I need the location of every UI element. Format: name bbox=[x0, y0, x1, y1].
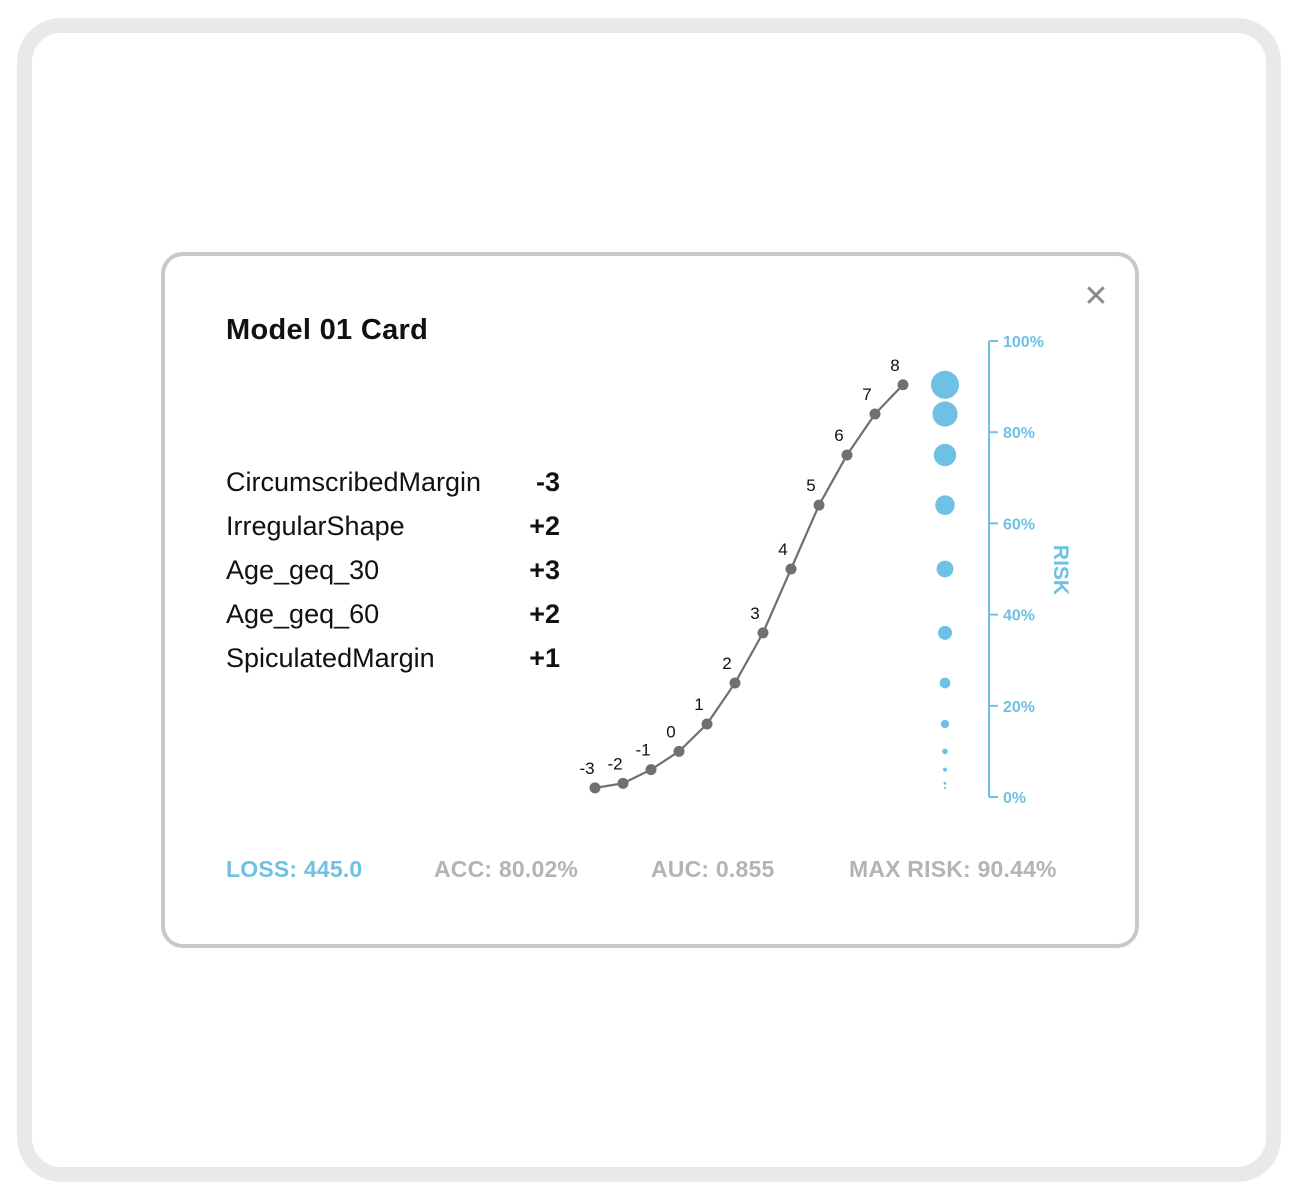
curve-point bbox=[645, 764, 657, 776]
feature-weight: +1 bbox=[529, 643, 560, 673]
risk-dot bbox=[933, 443, 957, 467]
feature-row: CircumscribedMargin -3 bbox=[226, 462, 566, 506]
point-label: -2 bbox=[607, 754, 622, 773]
point-label: 5 bbox=[806, 476, 815, 495]
curve-point bbox=[841, 449, 853, 461]
model-card bbox=[161, 252, 1139, 948]
risk-tick-label: 40% bbox=[1003, 608, 1035, 625]
acc-metric: ACC: 80.02% bbox=[434, 856, 579, 882]
risk-dots-group bbox=[931, 370, 959, 789]
feature-name: Age_geq_60 bbox=[226, 599, 380, 629]
feature-row: IrregularShape +2 bbox=[226, 506, 566, 550]
point-label: 8 bbox=[890, 356, 899, 375]
curve-point bbox=[757, 627, 769, 639]
feature-name: IrregularShape bbox=[226, 511, 405, 541]
curve-point bbox=[785, 563, 797, 575]
curve-point bbox=[617, 777, 629, 789]
point-label: 0 bbox=[666, 722, 675, 741]
feature-weight: +2 bbox=[529, 599, 560, 629]
risk-curve-group: -3 -2 -1 01 2 3 4 5 6 78 bbox=[579, 356, 909, 794]
risk-dot bbox=[936, 560, 954, 578]
point-label: 2 bbox=[722, 654, 731, 673]
feature-name: Age_geq_30 bbox=[226, 555, 380, 585]
risk-dot bbox=[931, 370, 959, 399]
curve-point bbox=[589, 782, 601, 794]
metrics-bar: LOSS: 445.0 ACC: 80.02% AUC: 0.855 MAX R… bbox=[0, 856, 1300, 890]
risk-tick-label: 80% bbox=[1003, 425, 1035, 442]
risk-tick-label: 0% bbox=[1003, 790, 1026, 807]
point-label: -3 bbox=[579, 759, 594, 778]
risk-dot bbox=[938, 625, 952, 640]
max-risk-metric: MAX RISK: 90.44% bbox=[849, 856, 1057, 882]
risk-curve-line bbox=[594, 384, 904, 789]
feature-row: Age_geq_30 +3 bbox=[226, 550, 566, 594]
curve-point bbox=[729, 677, 741, 689]
risk-dot bbox=[932, 401, 958, 427]
risk-dot bbox=[939, 677, 951, 689]
risk-axis-label: RISK bbox=[1049, 545, 1072, 595]
risk-dot bbox=[940, 719, 950, 729]
curve-point bbox=[813, 499, 825, 511]
feature-weight: +2 bbox=[529, 511, 560, 541]
card-title: Model 01 Card bbox=[226, 314, 429, 346]
curve-point bbox=[701, 718, 713, 730]
feature-weight: +3 bbox=[529, 555, 560, 585]
risk-axis-group: 0% 20% 40% 60% 80% 100% RISK bbox=[988, 334, 1072, 807]
risk-dot bbox=[942, 748, 948, 755]
risk-dot bbox=[943, 767, 947, 772]
risk-dot bbox=[943, 781, 947, 785]
risk-tick-label: 100% bbox=[1003, 334, 1044, 351]
point-label: 6 bbox=[834, 426, 843, 445]
risk-dot bbox=[943, 786, 947, 789]
feature-row: SpiculatedMargin +1 bbox=[226, 638, 566, 682]
curve-point bbox=[897, 379, 909, 391]
feature-row: Age_geq_60 +2 bbox=[226, 594, 566, 638]
feature-name: CircumscribedMargin bbox=[226, 467, 482, 497]
feature-name: SpiculatedMargin bbox=[226, 643, 435, 673]
feature-weight: -3 bbox=[535, 467, 560, 497]
curve-point bbox=[869, 408, 881, 420]
close-icon[interactable]: ✕ bbox=[1083, 280, 1109, 313]
curve-point bbox=[673, 745, 685, 757]
risk-dot bbox=[935, 495, 955, 515]
point-label: -1 bbox=[635, 741, 650, 760]
point-label: 7 bbox=[862, 385, 871, 404]
feature-list: CircumscribedMargin -3 IrregularShape +2… bbox=[226, 462, 566, 682]
point-label: 1 bbox=[694, 695, 703, 714]
point-label: 4 bbox=[778, 540, 787, 559]
point-label: 3 bbox=[750, 604, 759, 623]
auc-metric: AUC: 0.855 bbox=[651, 856, 775, 882]
risk-tick-label: 20% bbox=[1003, 699, 1035, 716]
risk-tick-label: 60% bbox=[1003, 516, 1035, 533]
loss-metric: LOSS: 445.0 bbox=[226, 856, 363, 882]
